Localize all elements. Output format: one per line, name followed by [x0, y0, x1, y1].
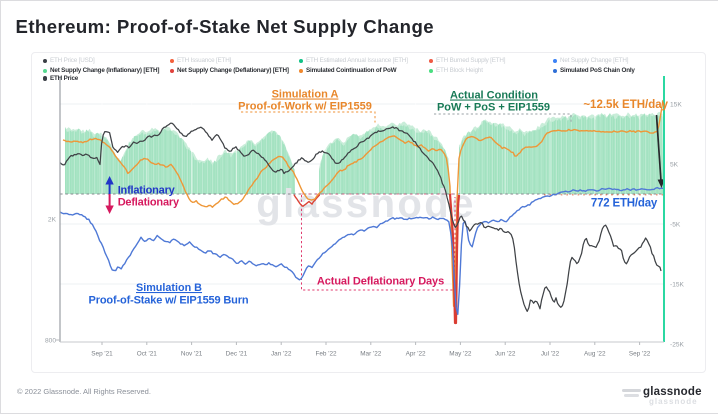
- svg-text:Nov '21: Nov '21: [181, 351, 203, 358]
- svg-text:Jul '22: Jul '22: [541, 351, 560, 358]
- svg-text:glassnode: glassnode: [256, 182, 475, 226]
- svg-text:Proof-of-Stake w/ EIP1559 Burn: Proof-of-Stake w/ EIP1559 Burn: [89, 295, 249, 307]
- svg-text:Dec '21: Dec '21: [226, 351, 248, 358]
- svg-text:~12.5k ETH/day: ~12.5k ETH/day: [583, 99, 668, 111]
- svg-text:Sep '21: Sep '21: [91, 351, 113, 358]
- svg-text:15K: 15K: [670, 101, 682, 108]
- svg-text:-15K: -15K: [670, 281, 685, 288]
- svg-text:May '22: May '22: [449, 351, 472, 358]
- svg-text:Jan '22: Jan '22: [271, 351, 292, 358]
- svg-text:Proof-of-Work w/ EIP1559: Proof-of-Work w/ EIP1559: [238, 101, 372, 113]
- svg-text:Feb '22: Feb '22: [315, 351, 337, 358]
- svg-text:Deflationary: Deflationary: [118, 197, 180, 209]
- svg-text:800: 800: [45, 338, 56, 345]
- svg-text:Mar '22: Mar '22: [360, 351, 382, 358]
- svg-text:Inflationary: Inflationary: [118, 185, 176, 197]
- svg-text:772 ETH/day: 772 ETH/day: [591, 198, 658, 210]
- svg-text:Actual Deflationary Days: Actual Deflationary Days: [317, 276, 444, 288]
- svg-text:5K: 5K: [670, 161, 679, 168]
- svg-text:PoW + PoS + EIP1559: PoW + PoS + EIP1559: [437, 102, 550, 114]
- svg-text:Jun '22: Jun '22: [495, 351, 516, 358]
- svg-text:Actual Condition: Actual Condition: [450, 90, 538, 102]
- svg-text:Simulation A: Simulation A: [272, 89, 339, 101]
- svg-text:2K: 2K: [48, 217, 57, 224]
- svg-text:Apr '22: Apr '22: [406, 351, 426, 358]
- svg-text:Sep '22: Sep '22: [629, 351, 651, 358]
- svg-text:Simulation B: Simulation B: [136, 282, 202, 294]
- svg-text:Oct '21: Oct '21: [137, 351, 157, 358]
- svg-text:-5K: -5K: [670, 221, 681, 228]
- svg-text:Aug '22: Aug '22: [584, 351, 606, 358]
- svg-text:-25K: -25K: [670, 341, 685, 348]
